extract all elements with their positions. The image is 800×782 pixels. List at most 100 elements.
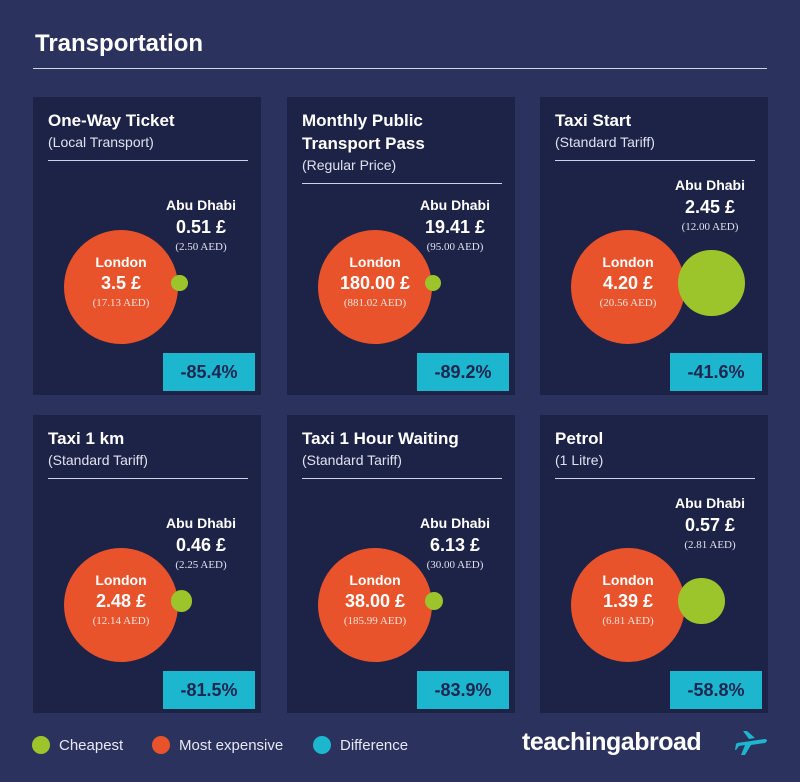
london-aed: (20.56 AED) — [599, 297, 657, 309]
card: Taxi 1 km (Standard Tariff) London 2.48 £ (1… — [33, 415, 261, 713]
difference-box: -41.6% — [670, 353, 762, 391]
card: One-Way Ticket (Local Transport) London 3.5… — [33, 97, 261, 395]
card-subtitle: (Local Transport) — [48, 134, 154, 150]
card-subtitle: (Standard Tariff) — [48, 452, 148, 468]
abu-dhabi-price: 0.57 £ — [684, 515, 736, 535]
abu-dhabi-aed: (2.25 AED) — [175, 559, 227, 571]
london-price: 3.5 £ — [100, 273, 142, 293]
london-circle: London 4.20 £ (20.56 AED) — [571, 230, 685, 344]
difference-box: -58.8% — [670, 671, 762, 709]
card: Taxi 1 Hour Waiting (Standard Tariff) Lond… — [287, 415, 515, 713]
card-subtitle: (1 Litre) — [555, 452, 604, 468]
abu-dhabi-label: Abu Dhabi — [420, 197, 490, 213]
abu-dhabi-circle — [425, 275, 441, 291]
abu-dhabi-circle — [678, 249, 745, 317]
legend-dot — [32, 736, 50, 754]
card-header: Taxi Start (Standard Tariff) — [555, 109, 755, 161]
card-header: Monthly Public Transport Pass (Regular Pr… — [302, 109, 502, 184]
london-aed: (881.02 AED) — [343, 297, 407, 309]
card-title: Taxi Start — [555, 111, 632, 130]
legend-dot — [152, 736, 170, 754]
card: Monthly Public Transport Pass (Regular Pr… — [287, 97, 515, 395]
title-rule — [33, 68, 767, 69]
difference-box: -85.4% — [163, 353, 255, 391]
card-subtitle: (Standard Tariff) — [302, 452, 402, 468]
abu-dhabi-label: Abu Dhabi — [166, 515, 236, 531]
abu-dhabi-aed: (12.00 AED) — [681, 221, 739, 233]
london-circle: London 1.39 £ (6.81 AED) — [571, 548, 685, 662]
abu-dhabi-price: 6.13 £ — [429, 535, 481, 555]
header-rule — [555, 160, 755, 161]
card-title: Taxi 1 km — [48, 429, 125, 448]
abu-dhabi-price: 2.45 £ — [684, 197, 736, 217]
card-header: One-Way Ticket (Local Transport) — [48, 109, 248, 161]
header-rule — [555, 478, 755, 479]
abu-dhabi-aed: (2.50 AED) — [175, 241, 227, 253]
abu-dhabi-block: Abu Dhabi 0.46 £ (2.25 AED) — [161, 515, 241, 571]
card-header: Taxi 1 Hour Waiting (Standard Tariff) — [302, 427, 502, 479]
london-circle: London 180.00 £ (881.02 AED) — [318, 230, 432, 344]
abu-dhabi-price: 0.46 £ — [175, 535, 227, 555]
abu-dhabi-aed: (2.81 AED) — [684, 539, 736, 551]
london-price: 180.00 £ — [339, 273, 411, 293]
london-label: London — [349, 254, 401, 270]
header-rule — [302, 478, 502, 479]
legend-label: Most expensive — [179, 737, 284, 754]
london-price: 38.00 £ — [344, 591, 406, 611]
difference-box: -89.2% — [417, 353, 509, 391]
london-aed: (17.13 AED) — [92, 297, 150, 309]
card-title: Taxi 1 Hour Waiting — [302, 429, 459, 448]
card-title: Petrol — [555, 429, 604, 448]
london-price: 1.39 £ — [602, 591, 654, 611]
abu-dhabi-circle — [678, 577, 725, 625]
card-header: Petrol (1 Litre) — [555, 427, 755, 479]
london-aed: (185.99 AED) — [343, 615, 407, 627]
legend-label: Cheapest — [59, 737, 124, 754]
difference-box: -83.9% — [417, 671, 509, 709]
header-rule — [48, 478, 248, 479]
logo-plane — [735, 731, 767, 755]
card: Taxi Start (Standard Tariff) London 4.20 £ (… — [540, 97, 768, 395]
header-rule — [48, 160, 248, 161]
abu-dhabi-block: Abu Dhabi 0.51 £ (2.50 AED) — [161, 197, 241, 253]
london-circle: London 38.00 £ (185.99 AED) — [318, 548, 432, 662]
abu-dhabi-price: 19.41 £ — [424, 217, 486, 237]
london-circle: London 3.5 £ (17.13 AED) — [64, 230, 178, 344]
london-aed: (6.81 AED) — [602, 615, 654, 627]
abu-dhabi-aed: (30.00 AED) — [426, 559, 484, 571]
london-price: 4.20 £ — [602, 273, 654, 293]
abu-dhabi-aed: (95.00 AED) — [426, 241, 484, 253]
abu-dhabi-block: Abu Dhabi 2.45 £ (12.00 AED) — [650, 177, 770, 233]
abu-dhabi-circle — [171, 274, 188, 292]
card-subtitle: (Regular Price) — [302, 157, 397, 173]
london-label: London — [349, 572, 401, 588]
difference-box: -81.5% — [163, 671, 255, 709]
legend-label: Difference — [340, 737, 409, 754]
card-title: Monthly Public Transport Pass — [302, 111, 425, 153]
abu-dhabi-label: Abu Dhabi — [675, 495, 745, 511]
abu-dhabi-label: Abu Dhabi — [675, 177, 745, 193]
abu-dhabi-price: 0.51 £ — [175, 217, 227, 237]
abu-dhabi-block: Abu Dhabi 0.57 £ (2.81 AED) — [650, 495, 770, 551]
abu-dhabi-block: Abu Dhabi 6.13 £ (30.00 AED) — [415, 515, 495, 571]
abu-dhabi-circle — [171, 590, 193, 612]
card: Petrol (1 Litre) London 1.39 £ (6.81 AED) Abu… — [540, 415, 768, 713]
london-label: London — [95, 254, 147, 270]
abu-dhabi-circle — [425, 591, 444, 611]
london-label: London — [602, 572, 654, 588]
london-label: London — [602, 254, 654, 270]
london-label: London — [95, 572, 147, 588]
card-title: One-Way Ticket — [48, 111, 175, 130]
card-subtitle: (Standard Tariff) — [555, 134, 655, 150]
card-header: Taxi 1 km (Standard Tariff) — [48, 427, 248, 479]
header-rule — [302, 183, 502, 184]
page-title: Transportation — [35, 30, 204, 57]
london-price: 2.48 £ — [95, 591, 147, 611]
london-circle: London 2.48 £ (12.14 AED) — [64, 548, 178, 662]
london-aed: (12.14 AED) — [92, 615, 150, 627]
legend-dot — [313, 736, 331, 754]
abu-dhabi-block: Abu Dhabi 19.41 £ (95.00 AED) — [415, 197, 495, 253]
abu-dhabi-label: Abu Dhabi — [166, 197, 236, 213]
logo-text: teachingabroad — [522, 728, 702, 756]
